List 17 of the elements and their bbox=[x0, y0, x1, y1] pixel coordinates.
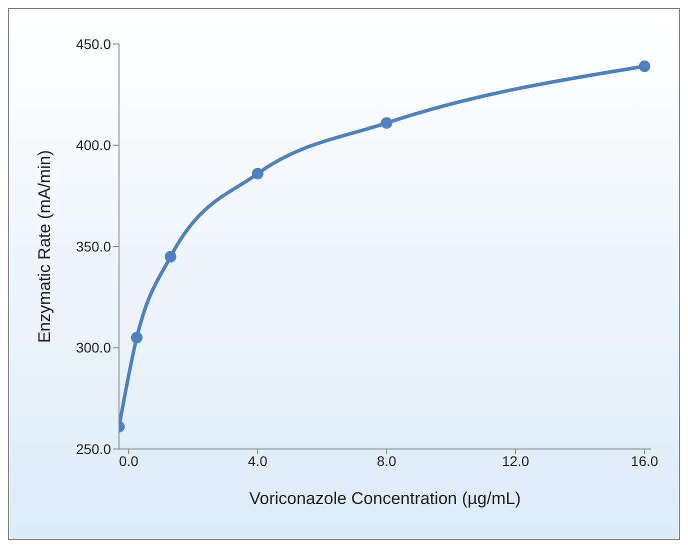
x-tick-label: 8.0 bbox=[376, 452, 397, 469]
point bbox=[130, 332, 142, 344]
y-tick-label: 450.0 bbox=[76, 36, 112, 52]
point bbox=[638, 60, 650, 72]
point bbox=[164, 250, 176, 262]
y-tick-label: 250.0 bbox=[76, 440, 112, 457]
y-axis-title: Enzymatic Rate (mA/min) bbox=[35, 150, 54, 343]
x-tick-label: 4.0 bbox=[248, 452, 268, 469]
y-tick-label: 300.0 bbox=[76, 340, 112, 356]
point bbox=[252, 168, 264, 180]
point bbox=[380, 117, 392, 129]
x-tick-label: 0.0 bbox=[118, 452, 139, 469]
y-tick-label: 350.0 bbox=[76, 238, 112, 254]
x-axis-title: Voriconazole Concentration (µg/mL) bbox=[249, 489, 521, 508]
x-tick-label: 16.0 bbox=[630, 452, 658, 469]
y-tick-label: 400.0 bbox=[76, 137, 112, 154]
x-tick-label: 12.0 bbox=[502, 452, 530, 469]
